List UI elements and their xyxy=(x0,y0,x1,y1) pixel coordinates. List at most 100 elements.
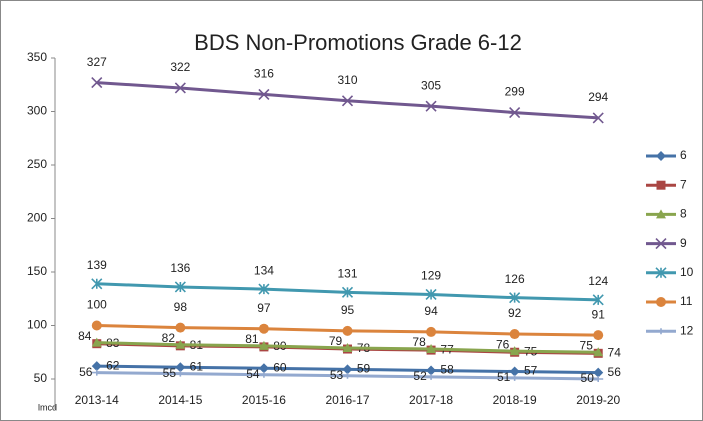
data-label: 299 xyxy=(505,85,525,99)
data-label: 75 xyxy=(580,338,594,352)
y-tick-label: 350 xyxy=(27,50,47,64)
legend-label: 10 xyxy=(680,265,694,279)
marker xyxy=(593,367,604,378)
marker xyxy=(592,112,604,124)
data-label: 91 xyxy=(592,307,606,321)
x-tick-label: 2017-18 xyxy=(409,393,453,407)
marker xyxy=(174,281,186,293)
x-tick-label: 2018-19 xyxy=(493,393,537,407)
marker xyxy=(91,337,102,347)
marker xyxy=(175,362,186,373)
data-label: 139 xyxy=(87,258,107,272)
marker xyxy=(425,100,437,112)
data-label: 61 xyxy=(190,359,204,373)
data-label: 98 xyxy=(174,300,188,314)
marker xyxy=(342,364,353,375)
marker xyxy=(258,88,270,100)
marker xyxy=(509,346,520,356)
data-label: 129 xyxy=(421,269,441,283)
marker xyxy=(655,267,667,279)
data-label: 305 xyxy=(421,78,441,92)
data-label: 76 xyxy=(496,337,510,351)
y-tick-label: 50 xyxy=(34,371,48,385)
marker xyxy=(593,347,604,357)
data-label: 84 xyxy=(78,329,92,343)
marker xyxy=(175,339,186,349)
data-label: 124 xyxy=(588,274,608,288)
data-label: 51 xyxy=(497,370,511,384)
data-label: 82 xyxy=(162,331,176,345)
marker xyxy=(656,297,666,307)
marker xyxy=(91,278,103,290)
data-label: 59 xyxy=(357,362,371,376)
marker xyxy=(174,82,186,94)
data-label: 131 xyxy=(337,267,357,281)
data-label: 97 xyxy=(257,301,271,315)
x-tick-label: 2016-17 xyxy=(325,393,369,407)
legend-label: 8 xyxy=(680,207,687,221)
data-label: 95 xyxy=(341,303,355,317)
data-label: 52 xyxy=(413,369,427,383)
marker xyxy=(258,323,269,334)
legend-label: 11 xyxy=(680,294,693,308)
data-label: 74 xyxy=(608,345,622,359)
x-tick-label: 2019-20 xyxy=(576,393,620,407)
marker xyxy=(656,209,666,219)
y-tick-label: 250 xyxy=(27,157,47,171)
legend-label: 12 xyxy=(680,323,694,337)
y-tick-label: 300 xyxy=(27,104,47,118)
y-tick-label: 100 xyxy=(27,318,47,332)
marker xyxy=(91,320,102,331)
marker xyxy=(175,370,186,377)
marker xyxy=(342,372,353,379)
marker xyxy=(426,326,437,337)
data-label: 53 xyxy=(330,368,344,382)
marker xyxy=(258,340,269,350)
data-label: 55 xyxy=(163,366,177,380)
marker xyxy=(91,369,102,376)
data-label: 310 xyxy=(337,73,357,87)
legend-label: 9 xyxy=(680,236,687,250)
data-label: 60 xyxy=(273,360,287,374)
marker xyxy=(509,366,520,377)
marker xyxy=(341,95,354,107)
marker xyxy=(341,286,354,298)
data-label: 327 xyxy=(87,55,107,69)
chart-title: BDS Non-Promotions Grade 6-12 xyxy=(194,30,522,55)
legend-label: 6 xyxy=(680,148,687,162)
marker xyxy=(342,342,353,352)
x-tick-label: 2015-16 xyxy=(242,393,286,407)
marker xyxy=(258,283,270,295)
marker xyxy=(426,373,437,380)
data-label: 294 xyxy=(588,90,608,104)
data-label: 92 xyxy=(508,306,522,320)
legend-label: 7 xyxy=(680,177,687,191)
marker xyxy=(258,363,269,374)
data-label: 322 xyxy=(170,60,190,74)
marker xyxy=(509,374,520,381)
data-label: 94 xyxy=(424,304,438,318)
data-label: 58 xyxy=(440,363,454,377)
data-label: 57 xyxy=(524,364,538,378)
data-label: 50 xyxy=(581,371,595,385)
footnote: lmcd xyxy=(38,402,57,412)
marker xyxy=(593,376,604,382)
x-tick-label: 2013-14 xyxy=(75,393,119,407)
marker xyxy=(425,288,437,301)
data-label: 136 xyxy=(170,261,190,275)
data-label: 56 xyxy=(608,365,622,379)
marker xyxy=(656,151,666,161)
marker xyxy=(426,365,437,376)
data-label: 78 xyxy=(412,335,426,349)
data-label: 54 xyxy=(246,367,260,381)
data-label: 316 xyxy=(254,67,274,81)
data-label: 134 xyxy=(254,263,274,277)
marker xyxy=(426,344,437,354)
marker xyxy=(656,328,666,335)
marker xyxy=(342,325,353,336)
data-label: 56 xyxy=(79,365,93,379)
data-label: 81 xyxy=(245,332,259,346)
data-label: 100 xyxy=(87,298,107,312)
y-tick-label: 150 xyxy=(27,264,47,278)
data-label: 79 xyxy=(329,334,343,348)
